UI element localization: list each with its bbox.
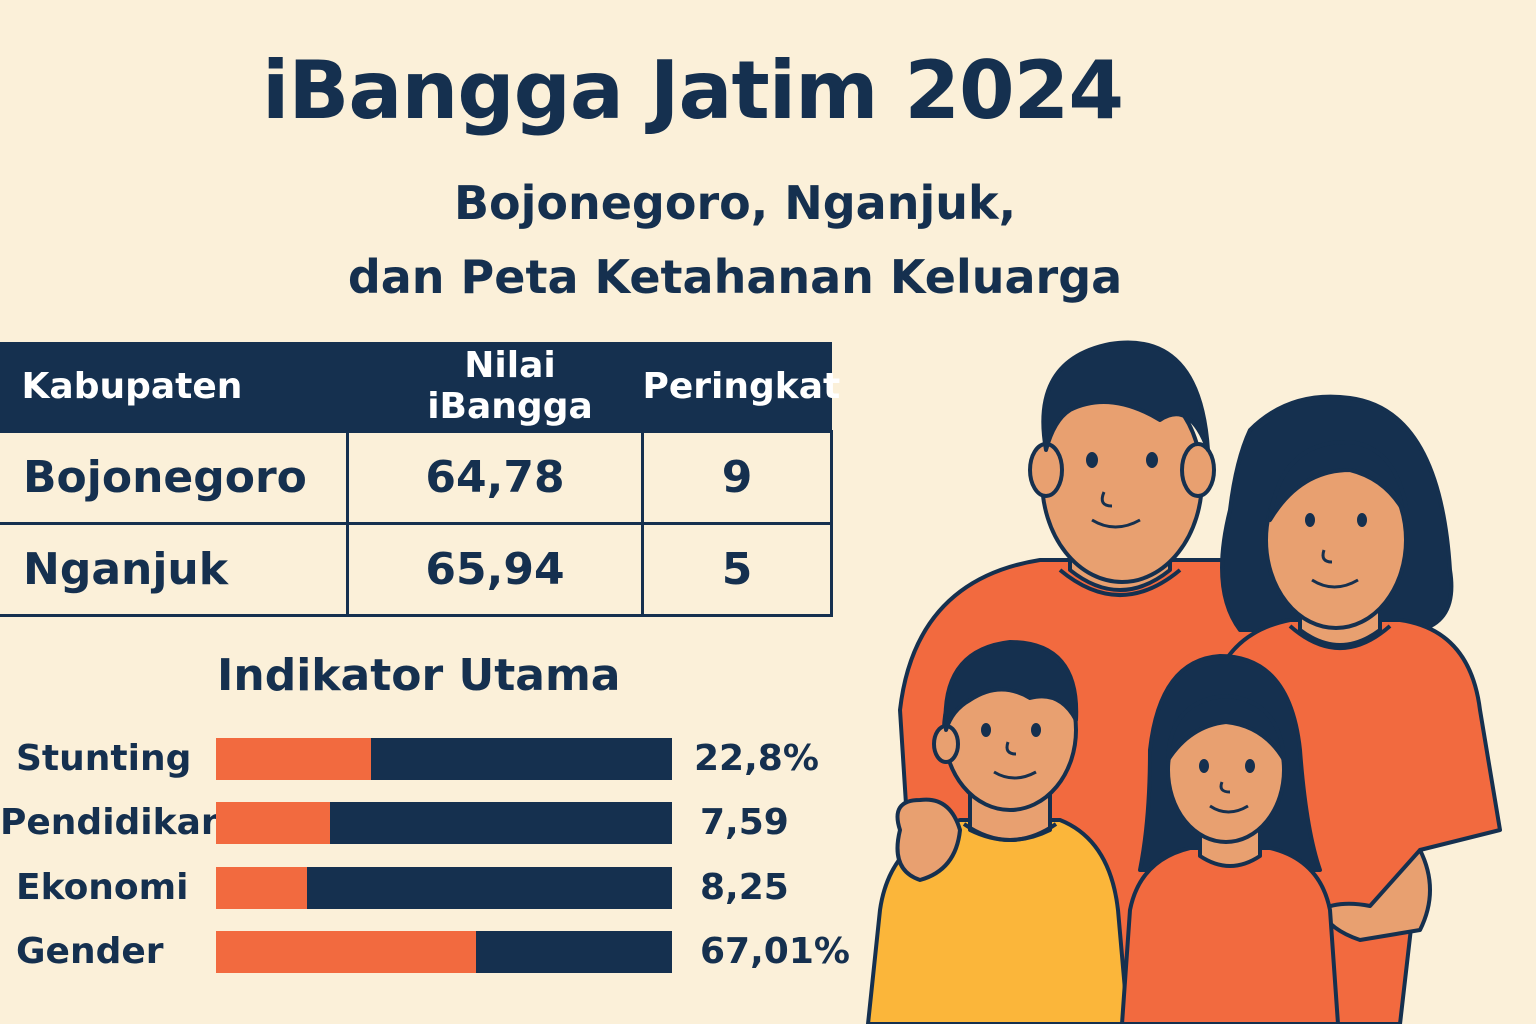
indikator-bar-fill: [216, 738, 372, 780]
father-eyes: [1086, 452, 1158, 468]
indikator-bar-track: [216, 931, 672, 973]
table-header-row: Kabupaten Nilai iBangga Peringkat: [0, 342, 840, 432]
indikator-label: Pendidikan: [0, 802, 227, 843]
indikator-value: 22,8%: [694, 738, 819, 779]
indikator-bar-track: [216, 867, 672, 909]
indikator-bar-track: [216, 802, 672, 844]
indikator-row-stunting: Stunting 22,8%: [0, 738, 860, 780]
table-row: Nganjuk 65,94 5: [0, 522, 833, 617]
cell-kabupaten: Bojonegoro: [0, 430, 349, 525]
girl-eyes: [1199, 759, 1255, 773]
indikator-row-pendidikan: Pendidikan 7,59: [0, 802, 860, 844]
indikator-value: 67,01%: [700, 931, 850, 972]
cell-peringkat: 5: [641, 522, 833, 617]
family-illustration: [866, 340, 1502, 1024]
mother-eyes: [1305, 513, 1367, 527]
cell-kabupaten: Nganjuk: [0, 522, 349, 617]
indikator-row-ekonomi: Ekonomi 8,25: [0, 867, 860, 909]
table-row: Bojonegoro 64,78 9: [0, 430, 833, 525]
page-subtitle-line-1: Bojonegoro, Nganjuk,: [453, 176, 1017, 230]
cell-nilai: 64,78: [346, 430, 644, 525]
indikator-value: 7,59: [700, 802, 789, 843]
indikator-label: Gender: [16, 931, 164, 972]
indikator-bar-track: [216, 738, 672, 780]
page-subtitle-line-2: dan Peta Ketahanan Keluarga: [347, 250, 1123, 304]
ibangga-table: Kabupaten Nilai iBangga Peringkat Bojone…: [0, 342, 840, 617]
indikator-label: Stunting: [16, 738, 192, 779]
boy-eyes: [981, 723, 1041, 737]
header-peringkat: Peringkat: [642, 342, 840, 432]
indikator-row-gender: Gender 67,01%: [0, 931, 860, 973]
boy-figure: [866, 640, 1130, 1024]
cell-nilai: 65,94: [346, 522, 644, 617]
indikator-value: 8,25: [700, 867, 789, 908]
indikator-label: Ekonomi: [16, 867, 189, 908]
indikator-bar-fill: [216, 802, 330, 844]
page-title: iBangga Jatim 2024: [262, 44, 1124, 137]
header-nilai-ibangga: Nilai iBangga: [347, 342, 643, 432]
cell-peringkat: 9: [641, 430, 833, 525]
indikator-bar-fill: [216, 931, 476, 973]
girl-figure: [1120, 654, 1340, 1024]
header-kabupaten: Kabupaten: [0, 342, 348, 432]
indikator-bar-fill: [216, 867, 308, 909]
indikator-title: Indikator Utama: [217, 650, 621, 701]
